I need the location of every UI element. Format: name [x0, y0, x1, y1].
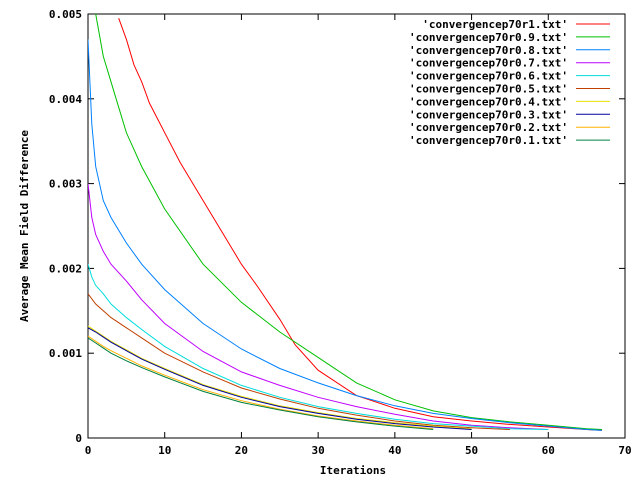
series-line-9: [88, 335, 434, 430]
x-tick-label: 30: [312, 444, 325, 457]
series-line-10: [88, 337, 434, 430]
series-group: [88, 14, 603, 431]
legend: 'convergencep70r1.txt''convergencep70r0.…: [409, 18, 610, 147]
x-tick-label: 50: [465, 444, 478, 457]
series-line-6: [88, 293, 510, 430]
series-line-1: [118, 18, 603, 431]
legend-entry-label: 'convergencep70r0.2.txt': [409, 121, 568, 134]
series-line-7: [88, 325, 472, 430]
y-tick-label: 0: [75, 432, 82, 445]
series-line-5: [88, 264, 549, 430]
legend-entry-label: 'convergencep70r0.6.txt': [409, 70, 568, 83]
legend-entry-label: 'convergencep70r0.8.txt': [409, 44, 568, 57]
y-tick-label: 0.003: [49, 178, 82, 191]
legend-entry-label: 'convergencep70r1.txt': [422, 18, 568, 31]
legend-entry-label: 'convergencep70r0.4.txt': [409, 95, 568, 108]
x-axis-title: Iterations: [320, 464, 386, 477]
y-tick-label: 0.001: [49, 347, 82, 360]
series-line-4: [88, 183, 549, 430]
y-tick-label: 0.004: [49, 93, 82, 106]
plot-frame: [87, 13, 626, 439]
x-tick-label: 20: [235, 444, 248, 457]
x-tick-label: 70: [618, 444, 631, 457]
axis-ticks: 0 10 20 30 40 50 60 70 0 0.001 0.002 0.003 0.004 0.00…: [49, 8, 632, 457]
series-line-2: [95, 14, 603, 430]
y-tick-label: 0.005: [49, 8, 82, 21]
y-tick-label: 0.002: [49, 262, 82, 275]
x-tick-label: 10: [158, 444, 171, 457]
series-line-3: [88, 39, 603, 431]
legend-entry-label: 'convergencep70r0.9.txt': [409, 31, 568, 44]
legend-entry-label: 'convergencep70r0.5.txt': [409, 83, 568, 96]
x-tick-label: 60: [542, 444, 555, 457]
series-line-8: [88, 327, 472, 430]
legend-entry-label: 'convergencep70r0.1.txt': [409, 134, 568, 147]
y-axis-title: Average Mean Field Difference: [18, 130, 31, 322]
x-tick-label: 0: [85, 444, 92, 457]
x-tick-label: 40: [388, 444, 401, 457]
legend-entry-label: 'convergencep70r0.3.txt': [409, 108, 568, 121]
legend-entry-label: 'convergencep70r0.7.txt': [409, 57, 568, 70]
